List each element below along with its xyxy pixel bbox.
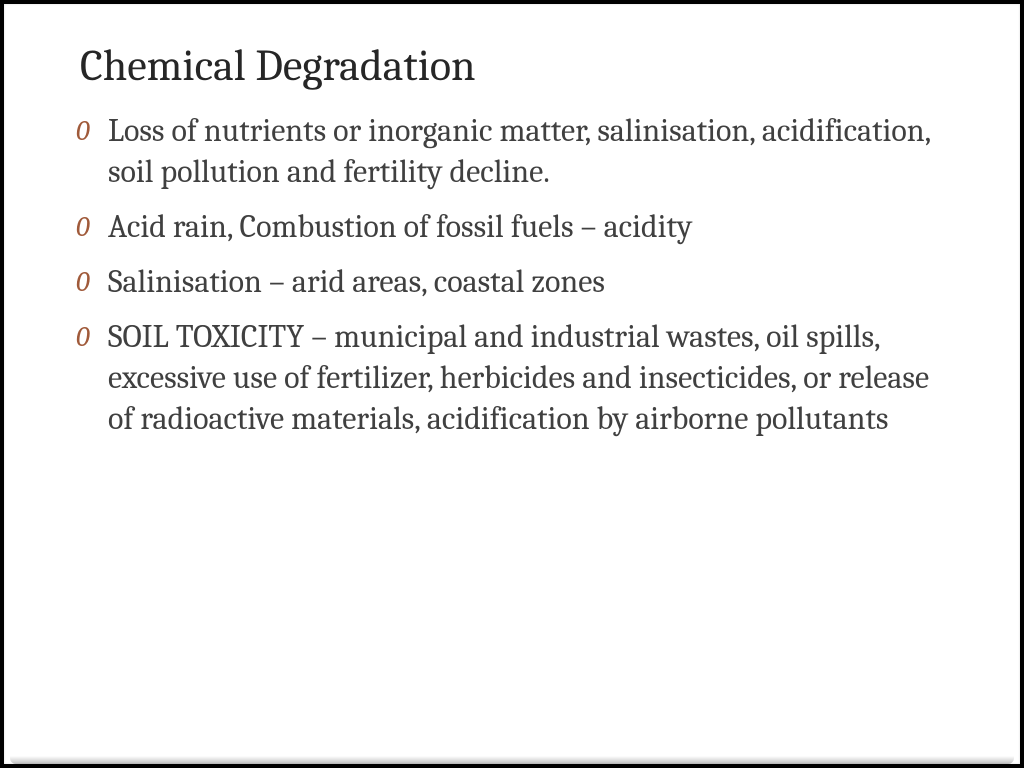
slide-title: Chemical Degradation: [80, 40, 956, 91]
slide-frame: Chemical Degradation Loss of nutrients o…: [0, 0, 1024, 768]
list-item: SOIL TOXICITY – municipal and industrial…: [68, 317, 956, 440]
bullet-text: Salinisation – arid areas, coastal zones: [108, 263, 605, 300]
bullet-text: Acid rain, Combustion of fossil fuels – …: [108, 208, 692, 245]
slide: Chemical Degradation Loss of nutrients o…: [4, 4, 1020, 764]
bullet-list: Loss of nutrients or inorganic matter, s…: [68, 111, 956, 440]
list-item: Loss of nutrients or inorganic matter, s…: [68, 111, 956, 193]
bullet-text: SOIL TOXICITY – municipal and industrial…: [108, 318, 929, 437]
bullet-text: Loss of nutrients or inorganic matter, s…: [108, 112, 930, 190]
list-item: Acid rain, Combustion of fossil fuels – …: [68, 207, 956, 248]
list-item: Salinisation – arid areas, coastal zones: [68, 262, 956, 303]
